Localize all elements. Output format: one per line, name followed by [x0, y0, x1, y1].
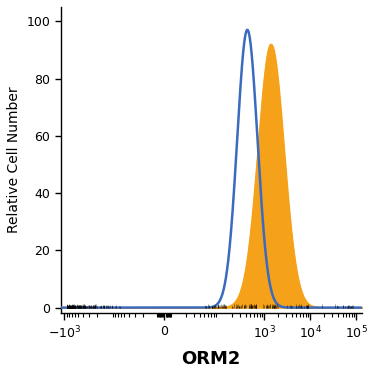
Y-axis label: Relative Cell Number: Relative Cell Number	[7, 87, 21, 234]
X-axis label: ORM2: ORM2	[182, 350, 241, 368]
